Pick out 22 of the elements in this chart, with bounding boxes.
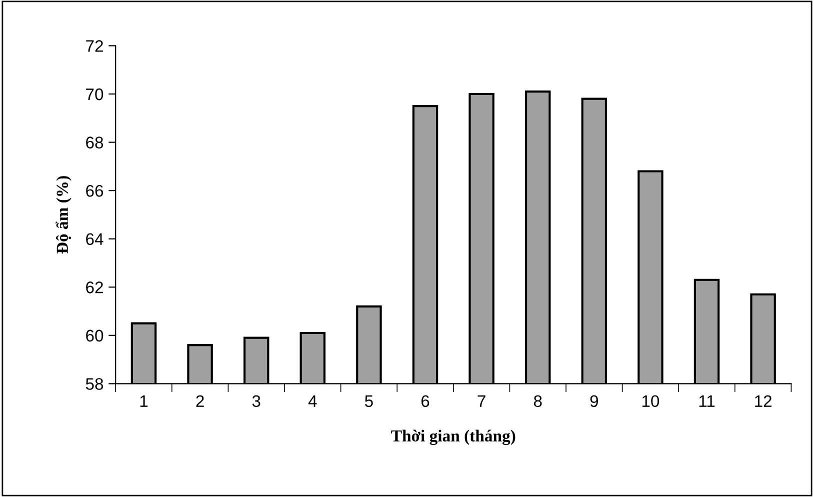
y-axis-title: Độ ẩm (%) [56, 176, 72, 254]
x-tick-label: 6 [421, 395, 430, 408]
y-tick-label: 60 [86, 330, 104, 342]
y-tick-label: 58 [86, 378, 104, 390]
x-tick-label: 8 [534, 395, 542, 408]
x-tick-label: 11 [699, 395, 715, 407]
y-tick-label: 72 [86, 40, 103, 52]
x-tick-label: 12 [755, 395, 772, 407]
x-tick-label: 5 [364, 395, 373, 408]
x-tick-label: 10 [642, 395, 660, 408]
x-tick-label: 3 [252, 395, 260, 408]
x-tick-label: 2 [196, 395, 204, 407]
y-tick-label: 64 [86, 233, 104, 246]
x-tick-label: 9 [590, 395, 598, 408]
x-tick-label: 7 [478, 395, 486, 407]
x-axis-title: Thời gian (tháng) [391, 430, 516, 446]
y-tick-label: 62 [86, 282, 103, 294]
x-tick-label: 4 [308, 395, 317, 407]
x-tick-label: 1 [140, 395, 148, 407]
y-tick-label: 70 [86, 88, 104, 100]
y-tick-label: 68 [86, 136, 104, 148]
y-tick-label: 66 [86, 184, 104, 197]
